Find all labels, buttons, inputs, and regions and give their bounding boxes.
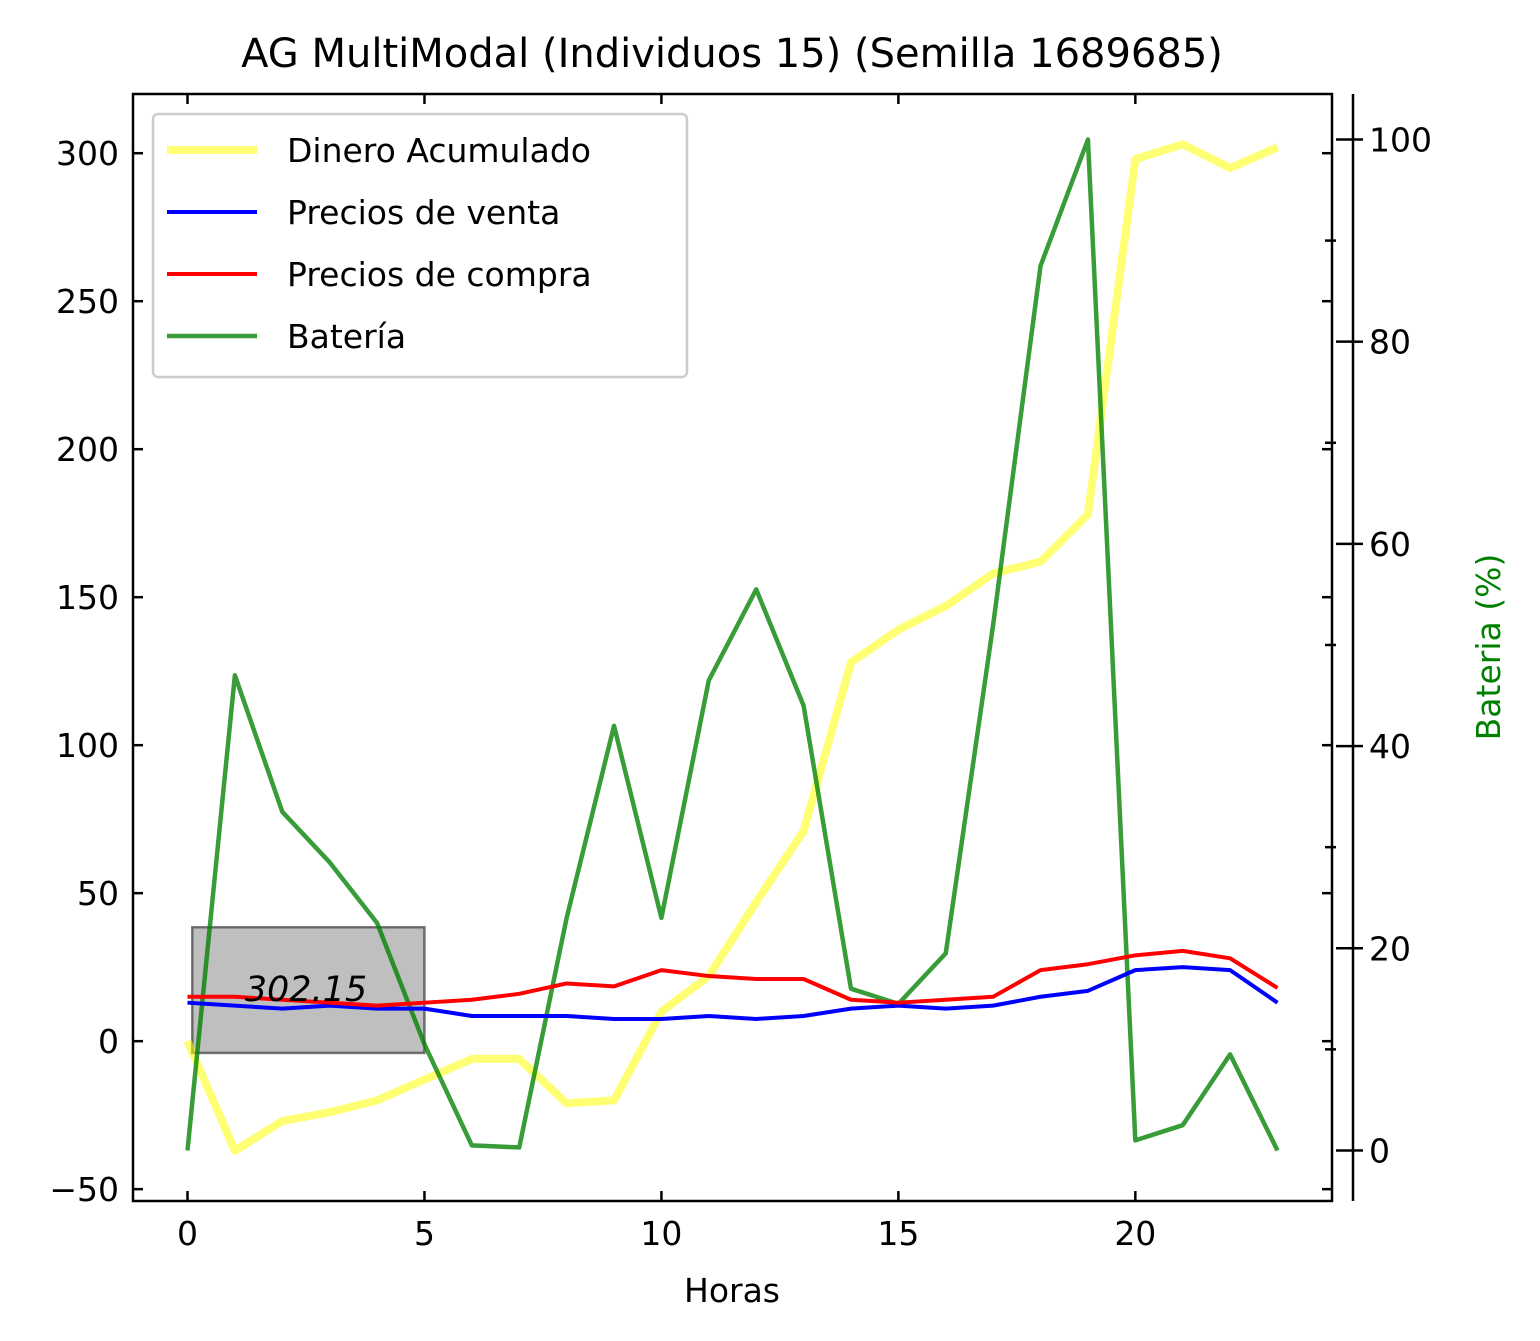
- y2-tick-label: 80: [1369, 323, 1411, 362]
- x-tick-label: 5: [414, 1214, 435, 1253]
- x-axis: 0 5 10 15 20: [177, 94, 1156, 1253]
- x-tick-label: 10: [640, 1214, 682, 1253]
- y-tick-label: 50: [77, 874, 119, 913]
- annotation-text: 302.15: [245, 970, 367, 1010]
- y2-axis-label: Bateria (%): [1469, 554, 1508, 741]
- series-line-0: [183, 140, 1280, 1155]
- plot-frame: [131, 92, 1334, 1203]
- legend-frame: [151, 112, 689, 379]
- legend-label-bateria: Batería: [287, 317, 406, 356]
- y-axis-right: 0 20 40 60 80 100: [1325, 120, 1432, 1170]
- annotation-text-layer: 302.15: [245, 970, 367, 1010]
- y2-tick-label: 20: [1369, 929, 1411, 968]
- legend-label-compra: Precios de compra: [287, 255, 592, 294]
- y-tick-label: 150: [56, 578, 119, 617]
- series-line-3: [185, 137, 1280, 1152]
- y-tick-label: 300: [56, 134, 119, 173]
- y-axis-left: −50 0 50 100 150 200 250 300: [49, 134, 1332, 1209]
- x-tick-label: 15: [877, 1214, 919, 1253]
- y2-tick-label: 40: [1369, 727, 1411, 766]
- series-line-2: [187, 948, 1279, 1008]
- y-tick-label: 250: [56, 282, 119, 321]
- y2-tick-label: 100: [1369, 120, 1432, 159]
- chart-title: AG MultiModal (Individuos 15) (Semilla 1…: [241, 31, 1223, 77]
- y-tick-label: 0: [98, 1022, 119, 1061]
- legend-label-venta: Precios de venta: [287, 193, 560, 232]
- series-line-1: [187, 965, 1279, 1021]
- x-axis-label: Horas: [684, 1271, 780, 1310]
- x-tick-label: 20: [1114, 1214, 1156, 1253]
- x-tick-label: 0: [177, 1214, 198, 1253]
- y-tick-label: −50: [49, 1170, 119, 1209]
- legend: Dinero Acumulado Precios de venta Precio…: [151, 112, 689, 379]
- y2-tick-label: 0: [1369, 1131, 1390, 1170]
- series-layer: [183, 137, 1280, 1155]
- y2-tick-label: 60: [1369, 525, 1411, 564]
- legend-label-dinero: Dinero Acumulado: [287, 131, 591, 170]
- y-tick-label: 100: [56, 726, 119, 765]
- y-tick-label: 200: [56, 430, 119, 469]
